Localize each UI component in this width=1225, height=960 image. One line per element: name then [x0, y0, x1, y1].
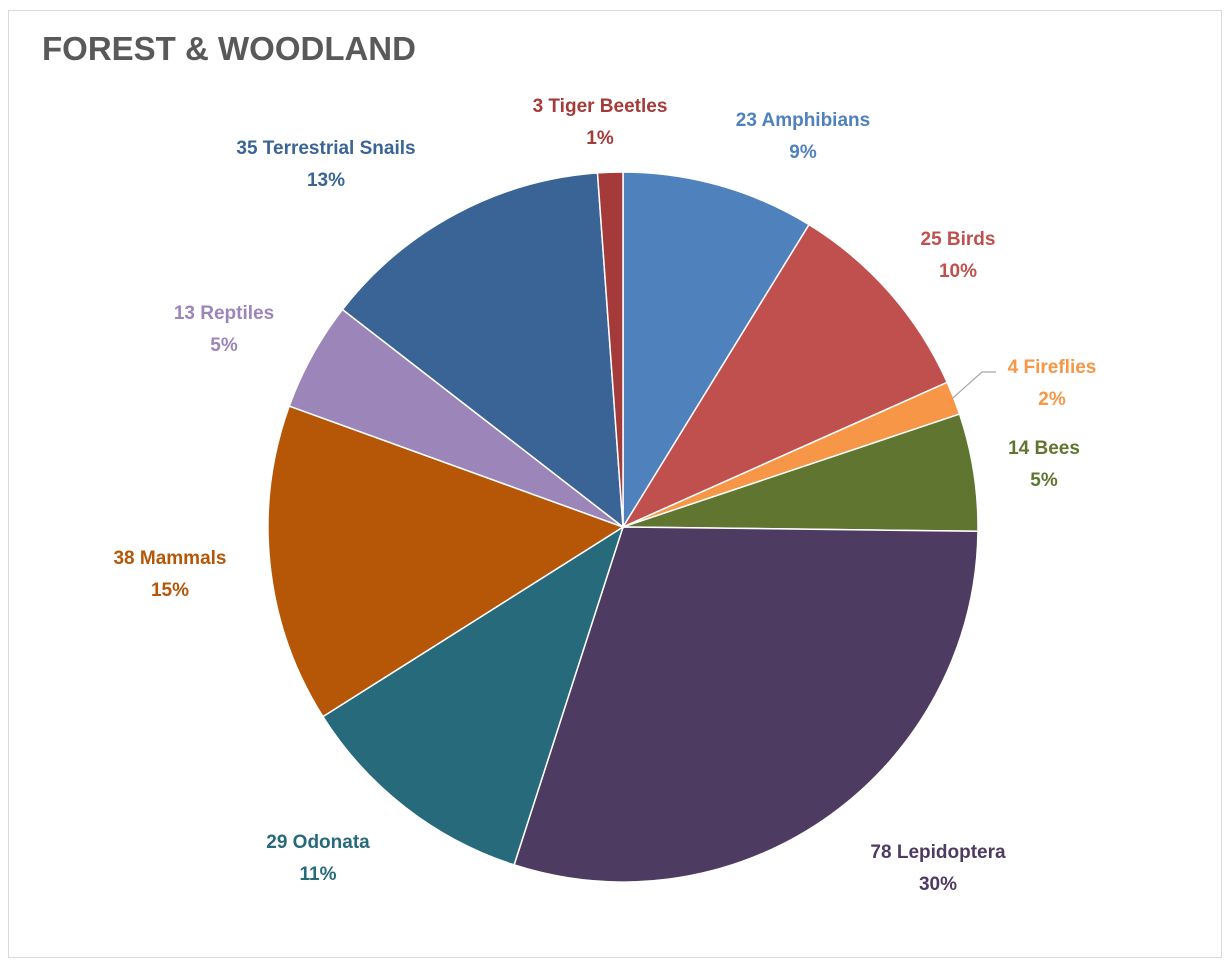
data-label-percent: 5% [1030, 470, 1058, 491]
data-label-name: 13 Reptiles [174, 303, 274, 324]
data-label-percent: 10% [939, 261, 977, 282]
data-label-percent: 11% [300, 864, 337, 885]
data-label-fireflies: 4 Fireflies 2% [1008, 357, 1097, 410]
data-label-terrestrial-snails: 35 Terrestrial Snails 13% [236, 138, 415, 191]
data-label-percent: 2% [1038, 389, 1066, 410]
data-label-mammals: 38 Mammals 15% [113, 548, 226, 601]
chart-title: FOREST & WOODLAND [42, 30, 416, 67]
data-label-bees: 14 Bees 5% [1008, 438, 1080, 491]
data-label-reptiles: 13 Reptiles 5% [174, 303, 274, 356]
data-label-name: 35 Terrestrial Snails [236, 138, 415, 159]
data-label-name: 29 Odonata [266, 832, 370, 853]
data-label-name: 38 Mammals [113, 548, 226, 569]
pie-slice-lepidoptera [513, 526, 979, 883]
data-labels: 23 Amphibians 9% 25 Birds 10% 4 Fireflies 2% 1… [113, 96, 1096, 895]
data-label-name: 4 Fireflies [1008, 357, 1097, 378]
pie-slice-mammals [267, 405, 625, 718]
pie-slice-terrestrial-snails [341, 172, 624, 529]
data-label-birds: 25 Birds 10% [921, 229, 996, 282]
pie-slice-odonata [321, 525, 625, 866]
data-label-percent: 5% [210, 335, 238, 356]
leader-line-fireflies [951, 371, 996, 400]
data-label-name: 3 Tiger Beetles [533, 96, 668, 117]
data-label-amphibians: 23 Amphibians 9% [736, 110, 870, 163]
data-label-odonata: 29 Odonata 11% [266, 832, 370, 885]
data-label-percent: 9% [789, 142, 817, 163]
leader-lines [951, 371, 996, 400]
data-label-percent: 1% [586, 128, 614, 149]
data-label-name: 25 Birds [921, 229, 996, 250]
pie-slices [267, 171, 979, 883]
data-label-percent: 13% [307, 170, 345, 191]
data-label-tiger-beetles: 3 Tiger Beetles 1% [533, 96, 668, 149]
pie-slice-tiger-beetles [596, 171, 624, 528]
data-label-lepidoptera: 78 Lepidoptera 30% [870, 842, 1006, 895]
data-label-name: 23 Amphibians [736, 110, 870, 131]
data-label-percent: 30% [919, 874, 957, 895]
data-label-name: 78 Lepidoptera [870, 842, 1006, 863]
data-label-percent: 15% [151, 580, 189, 601]
data-label-name: 14 Bees [1008, 438, 1080, 459]
pie-slice-birds [621, 223, 949, 529]
pie-slice-amphibians [622, 171, 811, 530]
